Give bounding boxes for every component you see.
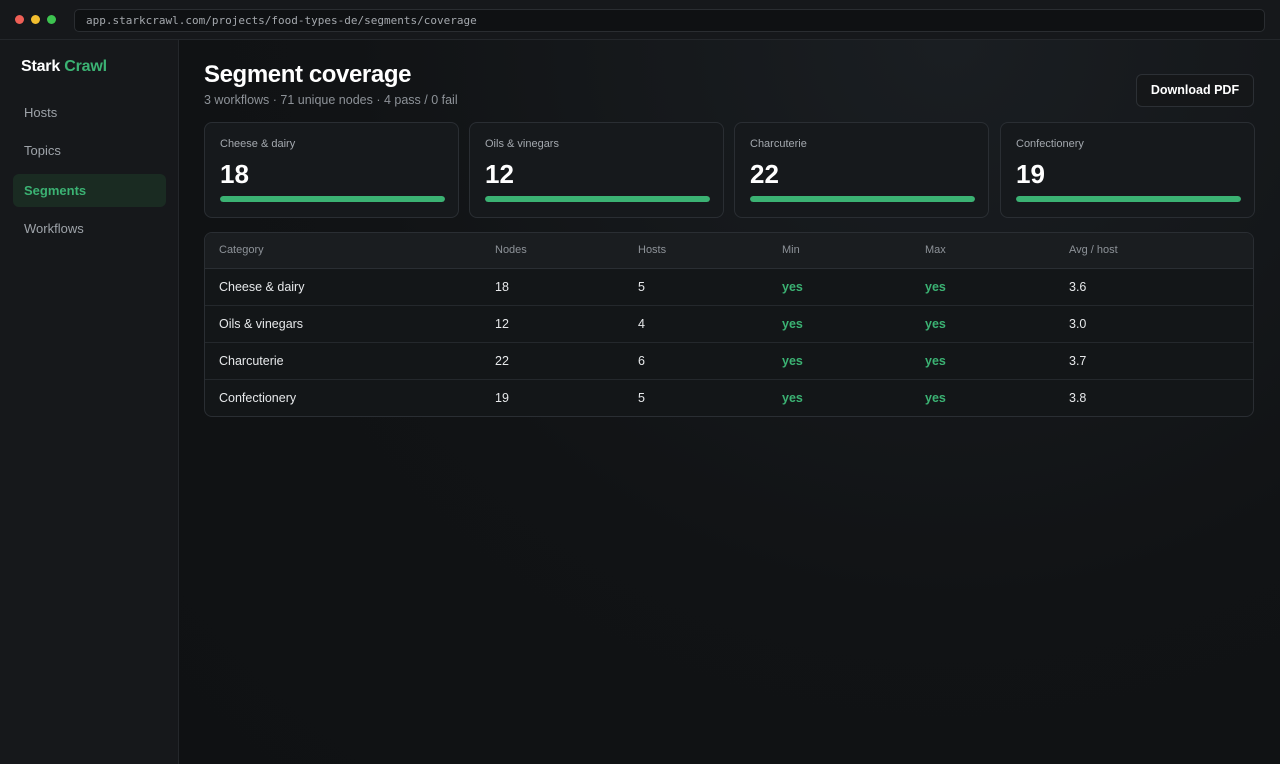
cell-hosts: 4 — [638, 317, 645, 331]
sidebar-item-workflows[interactable]: Workflows — [24, 221, 84, 236]
card-label: Cheese & dairy — [220, 138, 296, 150]
page-title: Segment coverage — [204, 61, 412, 88]
app-logo[interactable]: Stark Crawl — [21, 58, 107, 76]
card-value: 19 — [1016, 159, 1045, 189]
cell-max: yes — [925, 391, 946, 405]
card-value: 12 — [485, 159, 514, 189]
card-progress-fill — [220, 196, 445, 202]
card-progress-track — [485, 196, 710, 202]
minimize-window-icon[interactable] — [31, 15, 40, 24]
cell-min: yes — [782, 280, 803, 294]
cell-max: yes — [925, 354, 946, 368]
cell-min: yes — [782, 354, 803, 368]
cell-avg-per-host: 3.7 — [1069, 354, 1087, 368]
cell-category: Oils & vinegars — [219, 317, 304, 331]
address-bar[interactable]: app.starkcrawl.com/projects/food-types-d… — [74, 9, 1265, 32]
card-label: Confectionery — [1016, 138, 1084, 150]
column-header-max[interactable]: Max — [925, 244, 946, 256]
cell-nodes: 22 — [495, 354, 509, 368]
window-titlebar: app.starkcrawl.com/projects/food-types-d… — [0, 0, 1280, 40]
close-window-icon[interactable] — [15, 15, 24, 24]
cell-max: yes — [925, 317, 946, 331]
card-progress-track — [220, 196, 445, 202]
table-header: Category Nodes Hosts Min Max Avg / host — [205, 233, 1253, 269]
column-header-min[interactable]: Min — [782, 244, 800, 256]
cell-avg-per-host: 3.6 — [1069, 280, 1087, 294]
table-row[interactable]: Oils & vinegars 12 4 yes yes 3.0 — [205, 306, 1253, 343]
cell-hosts: 5 — [638, 391, 645, 405]
summary-card-oils-vinegars: Oils & vinegars 12 — [469, 122, 724, 218]
summary-card-confectionery: Confectionery 19 — [1000, 122, 1255, 218]
page-subtitle: 3 workflows · 71 unique nodes · 4 pass /… — [204, 93, 458, 107]
card-progress-fill — [485, 196, 710, 202]
card-progress-track — [1016, 196, 1241, 202]
table-row[interactable]: Confectionery 19 5 yes yes 3.8 — [205, 380, 1253, 416]
table-row[interactable]: Cheese & dairy 18 5 yes yes 3.6 — [205, 269, 1253, 306]
summary-card-charcuterie: Charcuterie 22 — [734, 122, 989, 218]
cell-min: yes — [782, 391, 803, 405]
cell-hosts: 5 — [638, 280, 645, 294]
column-header-avg-per-host[interactable]: Avg / host — [1069, 244, 1118, 256]
download-pdf-button[interactable]: Download PDF — [1136, 74, 1254, 107]
cell-hosts: 6 — [638, 354, 645, 368]
card-progress-fill — [1016, 196, 1241, 202]
cell-avg-per-host: 3.0 — [1069, 317, 1087, 331]
cell-avg-per-host: 3.8 — [1069, 391, 1087, 405]
logo-text: Stark — [21, 58, 61, 75]
coverage-table: Category Nodes Hosts Min Max Avg / host … — [204, 232, 1254, 417]
table-row[interactable]: Charcuterie 22 6 yes yes 3.7 — [205, 343, 1253, 380]
column-header-category[interactable]: Category — [219, 244, 264, 256]
sidebar-item-topics[interactable]: Topics — [24, 143, 61, 158]
sidebar: Stark Crawl Hosts Topics Segments Workfl… — [0, 40, 179, 764]
cell-category: Charcuterie — [219, 354, 284, 368]
cell-nodes: 18 — [495, 280, 509, 294]
sidebar-item-segments[interactable]: Segments — [13, 174, 166, 207]
card-label: Oils & vinegars — [485, 138, 559, 150]
cell-category: Cheese & dairy — [219, 280, 305, 294]
logo-accent-text: Crawl — [64, 58, 107, 75]
sidebar-item-hosts[interactable]: Hosts — [24, 105, 58, 120]
card-value: 18 — [220, 159, 249, 189]
column-header-nodes[interactable]: Nodes — [495, 244, 527, 256]
main-content: Segment coverage 3 workflows · 71 unique… — [180, 40, 1280, 764]
card-progress-fill — [750, 196, 975, 202]
maximize-window-icon[interactable] — [47, 15, 56, 24]
cell-min: yes — [782, 317, 803, 331]
card-label: Charcuterie — [750, 138, 807, 150]
cell-max: yes — [925, 280, 946, 294]
card-progress-track — [750, 196, 975, 202]
summary-card-cheese-dairy: Cheese & dairy 18 — [204, 122, 459, 218]
column-header-hosts[interactable]: Hosts — [638, 244, 667, 256]
cell-category: Confectionery — [219, 391, 297, 405]
cell-nodes: 19 — [495, 391, 509, 405]
cell-nodes: 12 — [495, 317, 509, 331]
card-value: 22 — [750, 159, 779, 189]
